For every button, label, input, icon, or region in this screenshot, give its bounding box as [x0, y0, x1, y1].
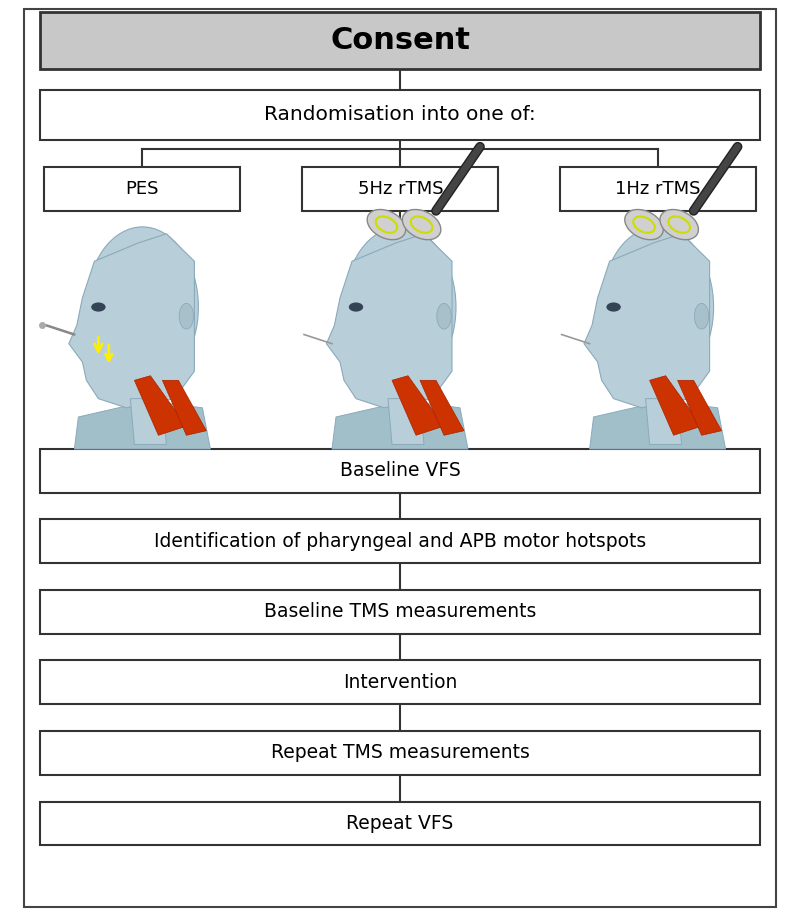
Text: Identification of pharyngeal and APB motor hotspots: Identification of pharyngeal and APB mot…	[154, 532, 646, 551]
Polygon shape	[590, 403, 726, 449]
Ellipse shape	[625, 210, 663, 240]
Polygon shape	[584, 234, 710, 408]
Text: Repeat VFS: Repeat VFS	[346, 814, 454, 833]
FancyBboxPatch shape	[40, 660, 760, 704]
Ellipse shape	[349, 302, 363, 311]
Text: Randomisation into one of:: Randomisation into one of:	[264, 105, 536, 125]
Ellipse shape	[602, 227, 714, 387]
Ellipse shape	[606, 302, 621, 311]
Polygon shape	[420, 380, 464, 435]
FancyBboxPatch shape	[560, 167, 756, 211]
FancyBboxPatch shape	[40, 590, 760, 634]
Text: Repeat TMS measurements: Repeat TMS measurements	[270, 744, 530, 762]
Ellipse shape	[660, 210, 698, 240]
Polygon shape	[646, 398, 682, 444]
Ellipse shape	[86, 227, 198, 387]
Polygon shape	[332, 403, 468, 449]
Text: 1Hz rTMS: 1Hz rTMS	[615, 180, 701, 198]
FancyBboxPatch shape	[40, 12, 760, 69]
Text: Baseline VFS: Baseline VFS	[340, 462, 460, 480]
Ellipse shape	[367, 210, 406, 240]
Ellipse shape	[694, 303, 709, 329]
FancyBboxPatch shape	[44, 167, 240, 211]
Polygon shape	[678, 380, 722, 435]
Polygon shape	[69, 234, 194, 408]
FancyBboxPatch shape	[302, 167, 498, 211]
Ellipse shape	[437, 303, 451, 329]
Polygon shape	[392, 376, 444, 435]
Text: Baseline TMS measurements: Baseline TMS measurements	[264, 603, 536, 621]
Ellipse shape	[344, 227, 456, 387]
Polygon shape	[326, 234, 452, 408]
Polygon shape	[134, 376, 186, 435]
FancyBboxPatch shape	[40, 802, 760, 845]
Text: 5Hz rTMS: 5Hz rTMS	[358, 180, 443, 198]
Polygon shape	[162, 380, 206, 435]
Polygon shape	[650, 376, 702, 435]
Ellipse shape	[91, 302, 106, 311]
Polygon shape	[74, 403, 210, 449]
Text: Intervention: Intervention	[343, 673, 457, 692]
Text: PES: PES	[126, 180, 158, 198]
Ellipse shape	[402, 210, 441, 240]
FancyBboxPatch shape	[40, 449, 760, 493]
FancyBboxPatch shape	[40, 90, 760, 140]
Text: Consent: Consent	[330, 26, 470, 55]
FancyBboxPatch shape	[40, 519, 760, 563]
Polygon shape	[388, 398, 424, 444]
Polygon shape	[130, 398, 166, 444]
FancyBboxPatch shape	[40, 731, 760, 775]
Ellipse shape	[179, 303, 194, 329]
